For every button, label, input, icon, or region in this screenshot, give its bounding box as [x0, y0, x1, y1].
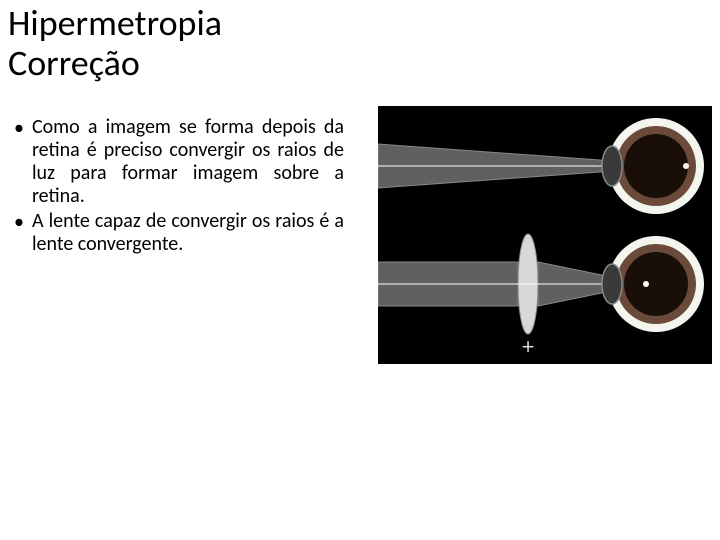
list-item: • Como a imagem se forma depois da retin… [14, 116, 344, 208]
eye-inner-top [624, 134, 688, 198]
eye-inner-bottom [624, 252, 688, 316]
focal-point-top [683, 163, 689, 169]
bullet-list: • Como a imagem se forma depois da retin… [14, 116, 344, 258]
optics-diagram: + [378, 106, 712, 364]
eye-diagram-svg: + [378, 106, 712, 364]
focal-point-bottom [643, 281, 649, 287]
cornea-top [602, 146, 622, 186]
bullet-marker: • [14, 116, 24, 140]
bullet-marker: • [14, 210, 24, 234]
list-item: • A lente capaz de convergir os raios é … [14, 210, 344, 256]
bullet-text: Como a imagem se forma depois da retina … [32, 116, 344, 208]
page-title: Hipermetropia Correção [8, 4, 222, 83]
title-line-2: Correção [8, 41, 140, 85]
bullet-text: A lente capaz de convergir os raios é a … [32, 210, 344, 256]
plus-symbol: + [522, 334, 535, 359]
title-line-1: Hipermetropia [8, 1, 222, 45]
cornea-bottom [602, 264, 622, 304]
